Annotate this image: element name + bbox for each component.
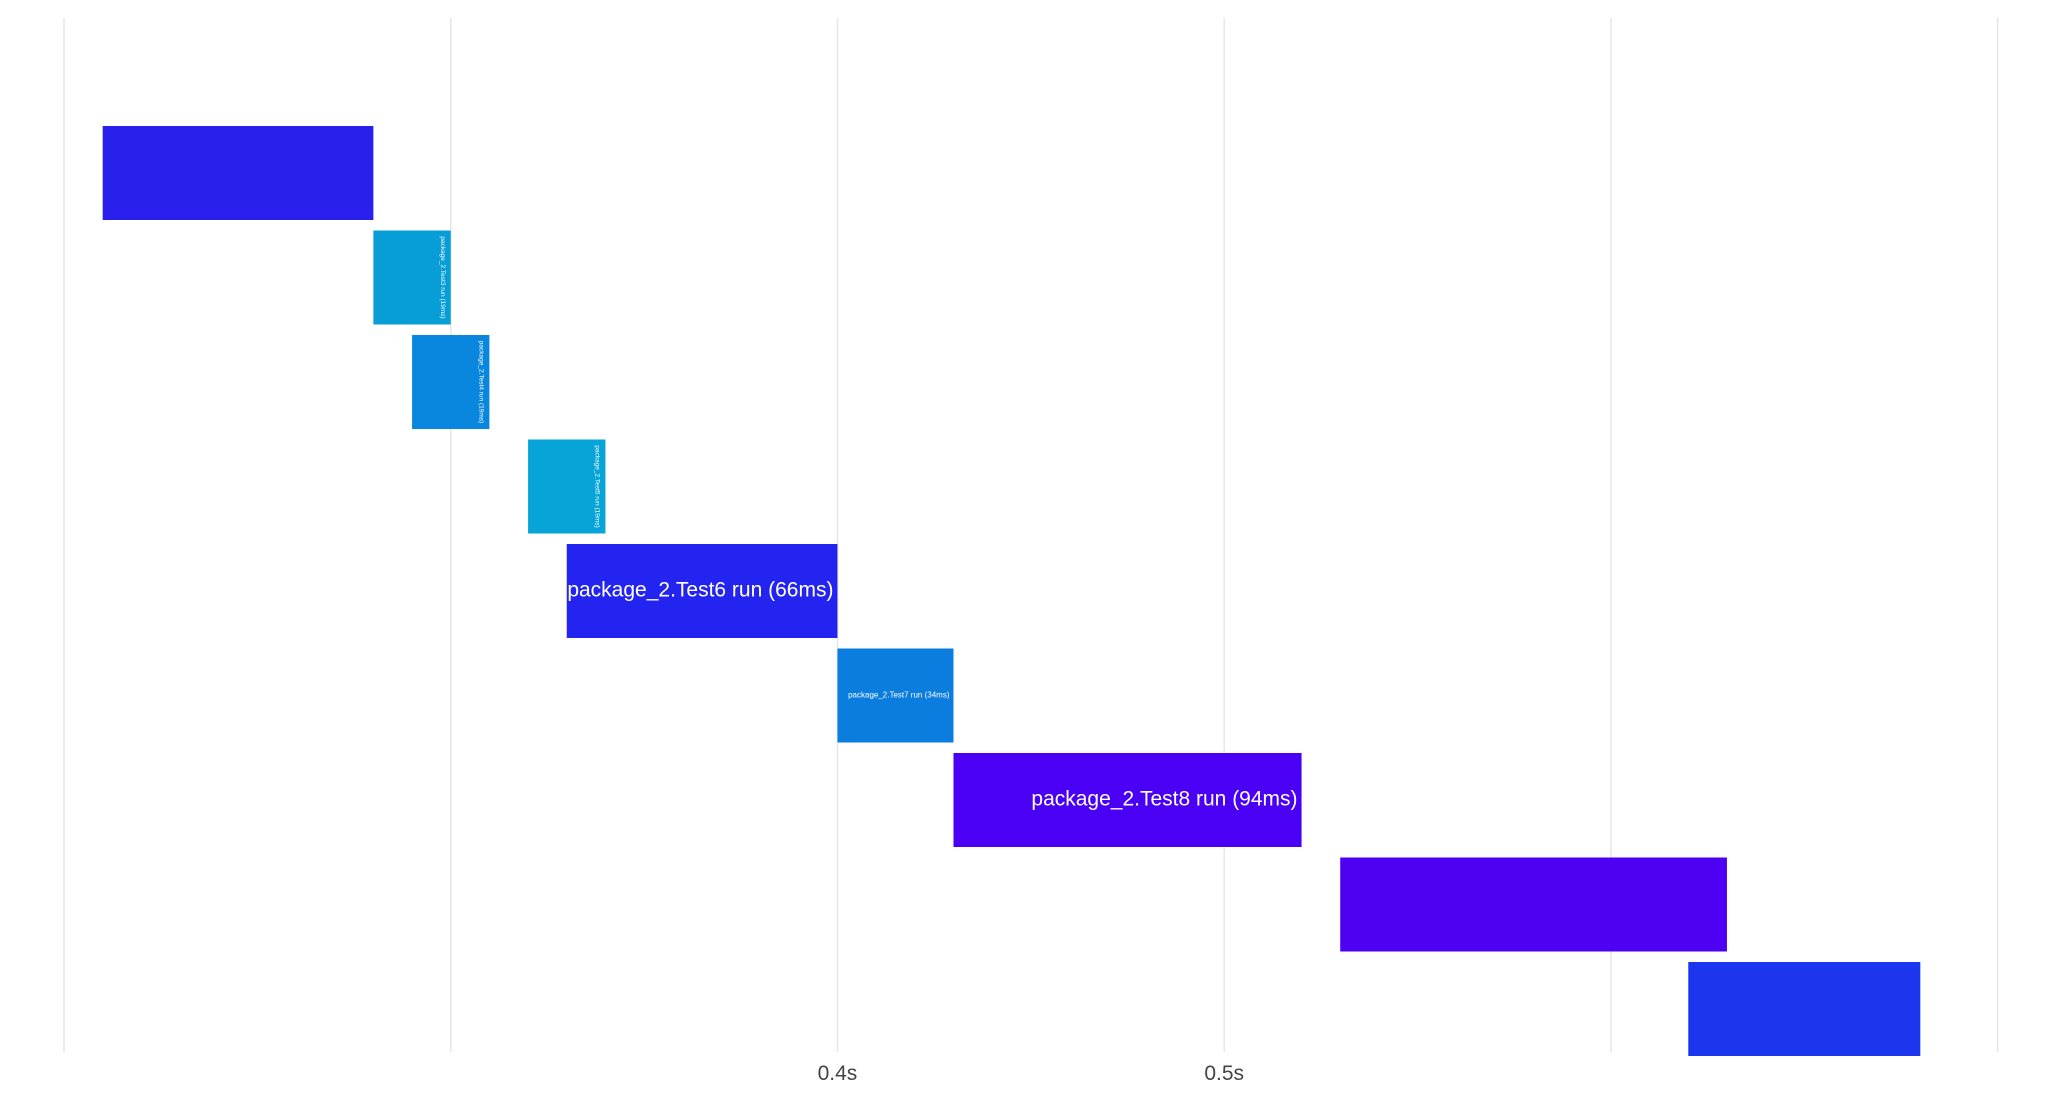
timeline-bar[interactable] <box>102 126 374 220</box>
timeline-bar[interactable] <box>953 753 1302 847</box>
x-axis-ticks: 0.4s 0.5s <box>818 1062 1244 1085</box>
bars: package_2.Test3 run (19ms) package_2.Test… <box>102 126 1921 1056</box>
timeline-bar[interactable] <box>528 439 606 534</box>
x-tick-label: 0.5s <box>1204 1062 1244 1085</box>
timeline-bar[interactable] <box>412 335 490 429</box>
bar-label: package_2.Test8 run (94ms) <box>1031 788 1297 811</box>
timeline-bar[interactable] <box>373 230 451 325</box>
grid-lines <box>63 18 1999 1052</box>
timeline-bar[interactable] <box>566 544 838 638</box>
bar-label: package_2.Test3 run (19ms) <box>439 236 446 318</box>
bar-label: package_2.Test4 run (19ms) <box>478 341 485 423</box>
bar-label: package_2.Test5 run (19ms) <box>594 445 601 527</box>
timeline-bar[interactable] <box>837 648 954 743</box>
bar-label: package_2.Test6 run (66ms) <box>567 579 833 602</box>
bar-label: package_2.Test7 run (34ms) <box>848 691 950 700</box>
x-tick-label: 0.4s <box>818 1062 858 1085</box>
timeline-bar[interactable] <box>1340 857 1727 952</box>
timeline-bar[interactable] <box>1688 962 1921 1056</box>
